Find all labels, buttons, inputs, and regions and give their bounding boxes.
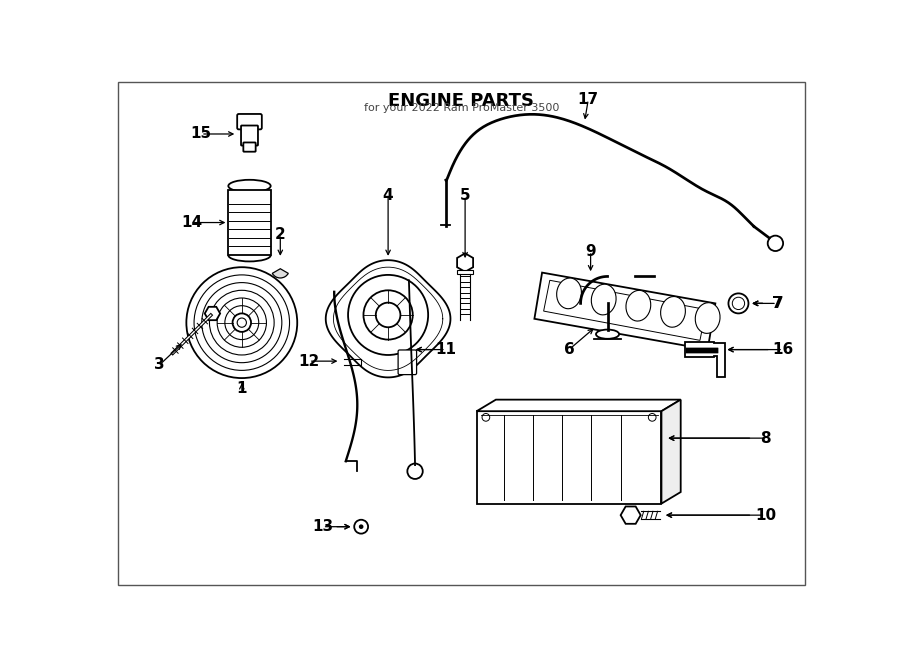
Ellipse shape xyxy=(661,297,686,327)
Wedge shape xyxy=(273,269,288,278)
Text: 8: 8 xyxy=(760,430,770,446)
Polygon shape xyxy=(535,272,716,350)
Text: 2: 2 xyxy=(274,227,285,241)
Polygon shape xyxy=(685,342,724,377)
Polygon shape xyxy=(326,260,451,377)
FancyBboxPatch shape xyxy=(243,143,256,152)
Text: 7: 7 xyxy=(773,296,784,311)
Text: ENGINE PARTS: ENGINE PARTS xyxy=(388,92,535,110)
FancyBboxPatch shape xyxy=(241,126,258,145)
Text: 9: 9 xyxy=(585,243,596,258)
Ellipse shape xyxy=(626,290,651,321)
Ellipse shape xyxy=(696,303,720,333)
Text: 16: 16 xyxy=(772,342,794,357)
Text: 14: 14 xyxy=(181,215,202,230)
Text: 7: 7 xyxy=(771,296,782,311)
Bar xyxy=(229,190,271,255)
Text: 12: 12 xyxy=(298,354,320,369)
Text: 3: 3 xyxy=(154,358,165,373)
Ellipse shape xyxy=(557,278,581,309)
Bar xyxy=(457,270,472,274)
Text: 4: 4 xyxy=(382,188,393,203)
Polygon shape xyxy=(477,400,680,411)
Text: 10: 10 xyxy=(755,508,776,523)
Circle shape xyxy=(359,524,364,529)
Polygon shape xyxy=(544,280,706,340)
Circle shape xyxy=(364,290,413,340)
FancyBboxPatch shape xyxy=(238,114,262,130)
Circle shape xyxy=(348,275,428,355)
Text: 6: 6 xyxy=(563,342,574,357)
Text: 1: 1 xyxy=(237,381,247,395)
Text: 11: 11 xyxy=(436,342,456,357)
Ellipse shape xyxy=(591,284,617,315)
Text: for your 2022 Ram ProMaster 3500: for your 2022 Ram ProMaster 3500 xyxy=(364,103,559,113)
Text: 15: 15 xyxy=(191,126,211,141)
Circle shape xyxy=(232,313,251,332)
Text: 17: 17 xyxy=(578,92,599,107)
FancyBboxPatch shape xyxy=(398,350,417,375)
Bar xyxy=(477,411,662,504)
Text: 5: 5 xyxy=(460,188,471,203)
Ellipse shape xyxy=(596,330,619,339)
Text: 13: 13 xyxy=(312,519,333,534)
Polygon shape xyxy=(662,400,680,504)
Ellipse shape xyxy=(229,180,271,192)
